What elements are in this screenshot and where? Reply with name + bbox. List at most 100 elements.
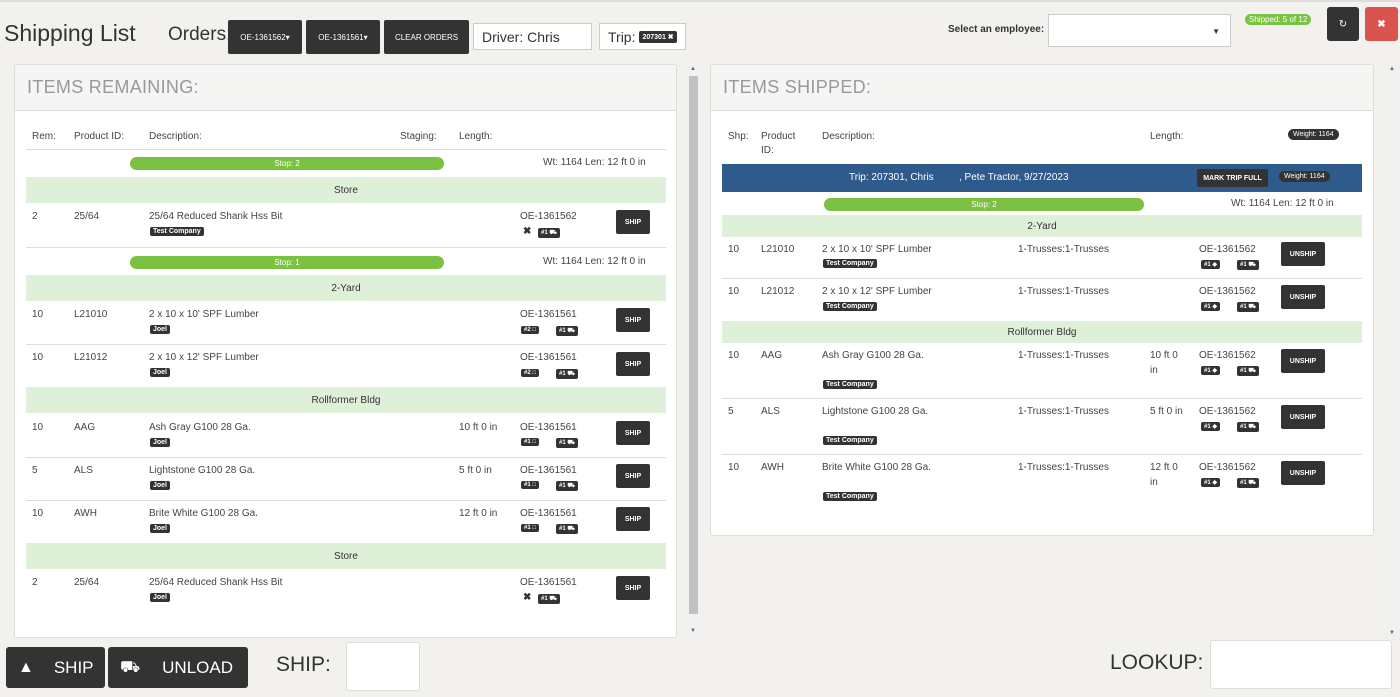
ship-button[interactable]: SHIP — [616, 352, 650, 376]
company-tag: Joel — [150, 438, 171, 447]
ship-button[interactable]: SHIP — [616, 464, 650, 488]
divider — [722, 398, 1362, 399]
length: 12 ft 0 in — [459, 508, 498, 519]
mark-trip-full-button[interactable]: MARK TRIP FULL — [1197, 169, 1268, 187]
forklift-icon: ▲ — [18, 658, 34, 676]
x-icon[interactable]: ✖ — [523, 592, 532, 603]
product-id: L21010 — [761, 244, 795, 255]
description: Ash Gray G100 28 Ga. — [149, 422, 251, 433]
divider — [26, 344, 666, 345]
x-icon[interactable]: ✖ — [523, 226, 532, 237]
staging: 1-Trusses:1-Trusses — [1018, 406, 1109, 417]
staging: 1-Trusses:1-Trusses — [1018, 462, 1109, 473]
ship-button[interactable]: SHIP — [616, 421, 650, 445]
lock-chip: #1 □ — [521, 524, 539, 532]
group-header-rollformer: Rollformer Bldg — [26, 387, 666, 413]
lookup-input[interactable] — [1210, 640, 1392, 689]
ship-button[interactable]: SHIP — [616, 507, 650, 531]
truck-icon: ⛟ — [567, 440, 575, 446]
truck-icon: ⛟ — [567, 371, 575, 377]
truck-chip: #1 ⛟ — [556, 369, 578, 379]
remaining-scroll-thumb[interactable] — [689, 76, 698, 614]
trip-info-detail: , Pete Tractor, 9/27/2023 — [959, 172, 1069, 183]
ship-input-label: SHIP: — [276, 653, 331, 676]
company-tag: Test Company — [823, 259, 877, 268]
refresh-icon: ↻ — [1338, 18, 1348, 30]
close-button[interactable]: ✖ — [1365, 7, 1398, 41]
unship-button[interactable]: UNSHIP — [1281, 349, 1325, 373]
clear-orders-button[interactable]: CLEAR ORDERS — [384, 20, 469, 54]
lock-icon: □ — [532, 482, 536, 488]
lookup-input-label: LOOKUP: — [1110, 651, 1204, 674]
product-id: ALS — [74, 465, 93, 476]
ship-button[interactable]: SHIP — [616, 308, 650, 332]
order-dropdown-1[interactable]: OE-1361562 ▾ — [228, 20, 302, 54]
staging: 1-Trusses:1-Trusses — [1018, 286, 1109, 297]
product-id: L21012 — [74, 352, 108, 363]
scroll-up-icon[interactable]: ▲ — [1389, 66, 1395, 72]
trip-field[interactable]: Trip: 207301 ✖ — [599, 23, 686, 50]
truck-chip: #1 ⛟ — [1237, 260, 1259, 270]
description: 2 x 10 x 12' SPF Lumber — [822, 286, 932, 297]
description: Ash Gray G100 28 Ga. — [822, 350, 924, 361]
items-remaining-title: ITEMS REMAINING: — [15, 65, 676, 111]
qty: 2 — [32, 577, 38, 588]
scroll-down-icon[interactable]: ▼ — [690, 628, 696, 634]
weight-length-summary: Wt: 1164 Len: 12 ft 0 in — [543, 256, 646, 267]
group-header-store: Store — [26, 543, 666, 569]
qty: 10 — [728, 244, 740, 255]
divider — [26, 247, 666, 248]
driver-field[interactable]: Driver: Chris — [473, 23, 592, 50]
company-tag: Test Company — [150, 227, 204, 236]
lock-icon: □ — [532, 439, 536, 445]
col-header-staging: Staging: — [400, 131, 437, 142]
page-title: Shipping List — [4, 20, 136, 46]
lock-icon: □ — [532, 370, 536, 376]
unship-button[interactable]: UNSHIP — [1281, 405, 1325, 429]
ship-button[interactable]: SHIP — [616, 210, 650, 234]
orders-label: Orders: — [168, 24, 232, 45]
top-bar: Shipping List Orders: OE-1361562 ▾ OE-136… — [0, 0, 1400, 60]
trip-chip[interactable]: 207301 ✖ — [639, 30, 677, 43]
scroll-down-icon[interactable]: ▼ — [1389, 630, 1395, 636]
qty: 10 — [728, 286, 740, 297]
divider — [722, 278, 1362, 279]
ship-mode-button[interactable]: ▲ SHIP — [6, 647, 105, 688]
order-dropdown-2[interactable]: OE-1361561 ▾ — [306, 20, 380, 54]
length: 10 ft 0 — [1150, 350, 1178, 361]
caret-down-icon: ▾ — [363, 32, 368, 42]
trip-info-bar: Trip: 207301, Chris , Pete Tractor, 9/27… — [722, 164, 1362, 192]
page-scrollbar[interactable] — [1386, 64, 1400, 640]
employee-select[interactable]: ▼ — [1048, 14, 1231, 47]
tag-chip: #1 ◆ — [1201, 422, 1220, 431]
product-id: 25/64 — [74, 577, 100, 588]
col-header-product-id: ID: — [761, 145, 774, 156]
remove-icon[interactable]: ✖ — [667, 33, 674, 41]
ship-button[interactable]: SHIP — [616, 576, 650, 600]
company-tag: Joel — [150, 368, 171, 377]
scroll-up-icon[interactable]: ▲ — [690, 66, 696, 72]
unship-button[interactable]: UNSHIP — [1281, 242, 1325, 266]
truck-chip: #1 ⛟ — [556, 326, 578, 336]
unload-mode-button[interactable]: ⛟ UNLOAD — [108, 647, 248, 688]
description: 2 x 10 x 12' SPF Lumber — [149, 352, 259, 363]
refresh-button[interactable]: ↻ — [1327, 7, 1359, 41]
truck-chip: #1 ⛟ — [1237, 366, 1259, 376]
truck-icon: ⛟ — [1248, 262, 1256, 268]
order-number: OE-1361561 — [520, 577, 577, 588]
length: 5 ft 0 in — [459, 465, 492, 476]
truck-chip: #1 ⛟ — [1237, 302, 1259, 312]
company-tag: Joel — [150, 524, 171, 533]
tag-icon: ◆ — [1212, 304, 1217, 310]
order-number: OE-1361562 — [1199, 350, 1256, 361]
unship-button[interactable]: UNSHIP — [1281, 461, 1325, 485]
order-number: OE-1361561 — [520, 422, 577, 433]
qty: 10 — [32, 422, 44, 433]
company-tag: Test Company — [823, 436, 877, 445]
unship-button[interactable]: UNSHIP — [1281, 285, 1325, 309]
items-remaining-panel: ITEMS REMAINING: Rem: Product ID: Descri… — [14, 64, 677, 638]
close-icon: ✖ — [1377, 18, 1386, 30]
tag-chip: #1 ◆ — [1201, 478, 1220, 487]
ship-input[interactable] — [346, 642, 420, 691]
weight-badge: Weight: 1164 — [1288, 129, 1339, 140]
